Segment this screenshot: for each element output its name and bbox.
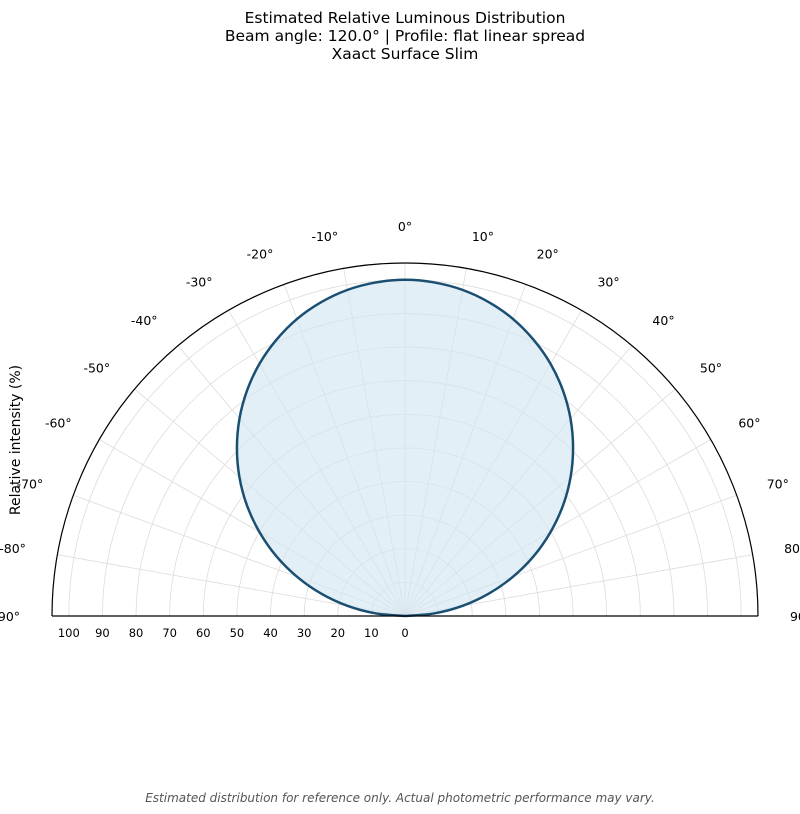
angle-tick--10: -10° — [311, 229, 338, 244]
footnote: Estimated distribution for reference onl… — [145, 791, 655, 805]
radius-tick-30: 30 — [297, 626, 312, 640]
radius-tick-0: 0 — [401, 626, 408, 640]
series-fill-0 — [236, 279, 574, 616]
chart-title-line-1: Estimated Relative Luminous Distribution — [245, 9, 566, 27]
series-layer — [235, 278, 575, 618]
angle-tick--40: -40° — [131, 313, 158, 328]
radius-tick-20: 20 — [330, 626, 345, 640]
angle-tick--90: -90° — [0, 609, 20, 624]
radius-tick-labels: 0 10 20 30 40 50 60 70 80 90 100 — [58, 626, 409, 640]
angle-tick--70: -70° — [17, 476, 44, 491]
radius-tick-100: 100 — [58, 626, 80, 640]
angle-tick-30: 30° — [597, 275, 619, 290]
chart-title-line-3: Xaact Surface Slim — [332, 45, 479, 63]
radius-tick-90: 90 — [95, 626, 110, 640]
angle-tick-20: 20° — [537, 246, 559, 261]
angle-tick--50: -50° — [83, 361, 110, 376]
angle-tick-70: 70° — [767, 476, 789, 491]
angle-tick--80: -80° — [0, 541, 26, 556]
outer-arc — [51, 262, 759, 617]
angle-tick-0: 0° — [398, 219, 412, 234]
angle-tick--60: -60° — [45, 416, 72, 431]
series-line-0 — [235, 278, 575, 618]
radius-tick-70: 70 — [162, 626, 177, 640]
angle-tick-80: 80° — [784, 541, 800, 556]
angle-tick-10: 10° — [472, 229, 494, 244]
y-axis-label: Relative intensity (%) — [8, 365, 24, 515]
radius-tick-50: 50 — [230, 626, 245, 640]
chart-title-line-2: Beam angle: 120.0° | Profile: flat linea… — [225, 27, 585, 45]
angle-tick-60: 60° — [738, 416, 760, 431]
angle-tick-40: 40° — [652, 313, 674, 328]
radius-tick-80: 80 — [129, 626, 144, 640]
polar-frame — [51, 262, 759, 617]
radius-tick-40: 40 — [263, 626, 278, 640]
angle-tick-90: 90° — [790, 609, 800, 624]
angle-tick--20: -20° — [247, 246, 274, 261]
angle-tick-labels: -90° -80° -70° -60° -50° -40° -30° -20° -10° 0° 10… — [0, 219, 800, 624]
angle-tick--30: -30° — [186, 275, 213, 290]
radius-tick-10: 10 — [364, 626, 379, 640]
radius-tick-60: 60 — [196, 626, 211, 640]
angle-tick-50: 50° — [700, 361, 722, 376]
